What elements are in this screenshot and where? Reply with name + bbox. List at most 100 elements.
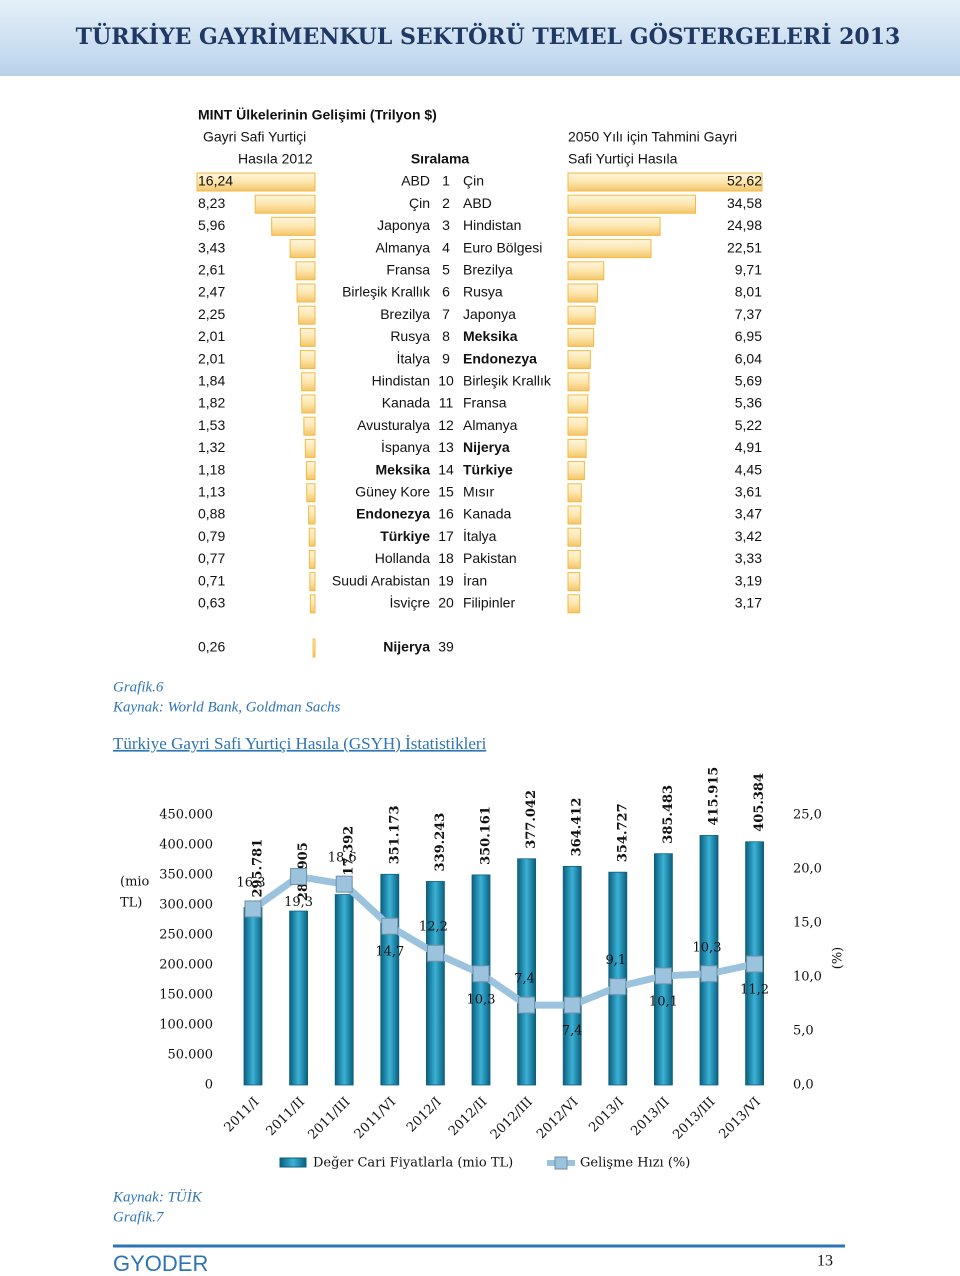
bar: [312, 638, 316, 658]
country-label: Brezilya: [380, 306, 430, 322]
country-label: Birleşik Krallık: [342, 284, 431, 300]
country-label: Japonya: [377, 217, 430, 233]
legend-swatch: [279, 1157, 307, 1168]
y-axis-label: (mio: [120, 875, 150, 890]
bar: [567, 572, 581, 592]
rank: 6: [442, 284, 450, 300]
value-label: 2,01: [198, 350, 225, 366]
marker: [609, 978, 627, 996]
bar: [295, 261, 316, 281]
country-label: Fransa: [463, 395, 507, 411]
country-label: İtalya: [463, 527, 497, 544]
marker: [381, 917, 399, 935]
bar: [289, 910, 309, 1086]
x-tick-label: 2012/II: [446, 1095, 490, 1139]
rank: 39: [438, 639, 454, 655]
bar: [271, 216, 316, 236]
value-label: 8,01: [735, 284, 762, 300]
x-tick-label: 2011/II: [264, 1095, 308, 1139]
bar: [567, 216, 661, 236]
marker: [654, 967, 672, 985]
line-value-label: 9,1: [605, 953, 626, 968]
country-label: İran: [463, 571, 487, 588]
line-value-label: 10,3: [693, 940, 722, 955]
value-label: 4,45: [735, 461, 762, 477]
column-header: 2050 Yılı için Tahmini Gayri: [568, 129, 737, 145]
value-label: 1,32: [198, 439, 225, 455]
section-title: Türkiye Gayri Safi Yurtiçi Hasıla (GSYH)…: [113, 734, 487, 753]
line-value-label: 16,3: [237, 875, 266, 890]
marker: [290, 868, 308, 886]
country-label: İtalya: [397, 349, 431, 366]
header-title: TÜRKİYE GAYRİMENKUL SEKTÖRÜ TEMEL GÖSTER…: [76, 22, 901, 50]
line: [250, 872, 756, 1009]
rank: 18: [438, 550, 454, 566]
y-tick-label: 200.000: [159, 958, 213, 973]
country-label: Rusya: [390, 328, 430, 344]
bar: [380, 873, 400, 1086]
figure-caption: Grafik.7: [113, 1209, 165, 1225]
legend-label: Gelişme Hızı (%): [580, 1156, 690, 1171]
y2-tick-label: 0,0: [793, 1078, 814, 1093]
rank: 2: [442, 195, 450, 211]
x-tick-label: 2011/VI: [352, 1095, 399, 1142]
bar: [304, 438, 316, 458]
bar-value-label: 317.392: [342, 826, 357, 885]
rank: 1: [442, 173, 450, 189]
marker: [335, 875, 353, 893]
line-value-label: 12,2: [419, 920, 448, 935]
rank: 4: [442, 239, 450, 255]
value-label: 22,51: [727, 239, 762, 255]
country-label: ABD: [401, 173, 430, 189]
value-label: 16,24: [198, 173, 233, 189]
country-label: Nijerya: [463, 439, 510, 455]
country-label: Kanada: [463, 506, 511, 522]
bar: [567, 372, 590, 392]
marker: [746, 955, 764, 973]
y2-tick-label: 10,0: [793, 970, 822, 985]
y-tick-label: 300.000: [159, 898, 213, 913]
value-label: 0,63: [198, 595, 225, 611]
y-tick-label: 400.000: [159, 838, 213, 853]
bar: [299, 350, 316, 370]
bar-value-label: 385.483: [661, 785, 676, 844]
y2-axis-label: (%): [831, 947, 846, 970]
column-header: Sıralama: [411, 151, 470, 167]
country-label: Avusturalya: [357, 417, 430, 433]
bar: [334, 894, 354, 1086]
marker: [426, 944, 444, 962]
source-caption: Kaynak: World Bank, Goldman Sachs: [112, 699, 340, 715]
y2-tick-label: 15,0: [793, 916, 822, 931]
bar: [567, 327, 595, 347]
line-value-label: 19,3: [284, 895, 313, 910]
bar: [699, 835, 719, 1086]
country-label: Nijerya: [383, 639, 430, 655]
x-tick-label: 2012/III: [488, 1095, 536, 1143]
bar: [299, 327, 316, 347]
bar: [567, 394, 589, 414]
bar: [296, 283, 316, 303]
country-label: Japonya: [463, 306, 516, 322]
chart-title: MINT Ülkelerinin Gelişimi (Trilyon $): [198, 107, 437, 123]
x-tick-label: 2012/I: [404, 1095, 445, 1136]
bar: [308, 549, 316, 569]
line-value-label: 18,6: [328, 851, 357, 866]
rank: 14: [438, 461, 454, 477]
y-tick-label: 250.000: [159, 928, 213, 943]
country-label: Meksika: [376, 461, 431, 477]
y-tick-label: 150.000: [159, 988, 213, 1003]
bar: [309, 594, 316, 614]
bar: [567, 461, 585, 481]
bar: [567, 350, 591, 370]
bar: [567, 261, 605, 281]
column-header: Safi Yurtiçi Hasıla: [568, 151, 678, 167]
x-tick-label: 2011/I: [222, 1095, 263, 1136]
value-label: 5,22: [735, 417, 762, 433]
bar: [425, 881, 445, 1086]
bar: [309, 572, 316, 592]
value-label: 3,17: [735, 595, 762, 611]
bar: [298, 305, 316, 325]
bar: [562, 865, 582, 1086]
